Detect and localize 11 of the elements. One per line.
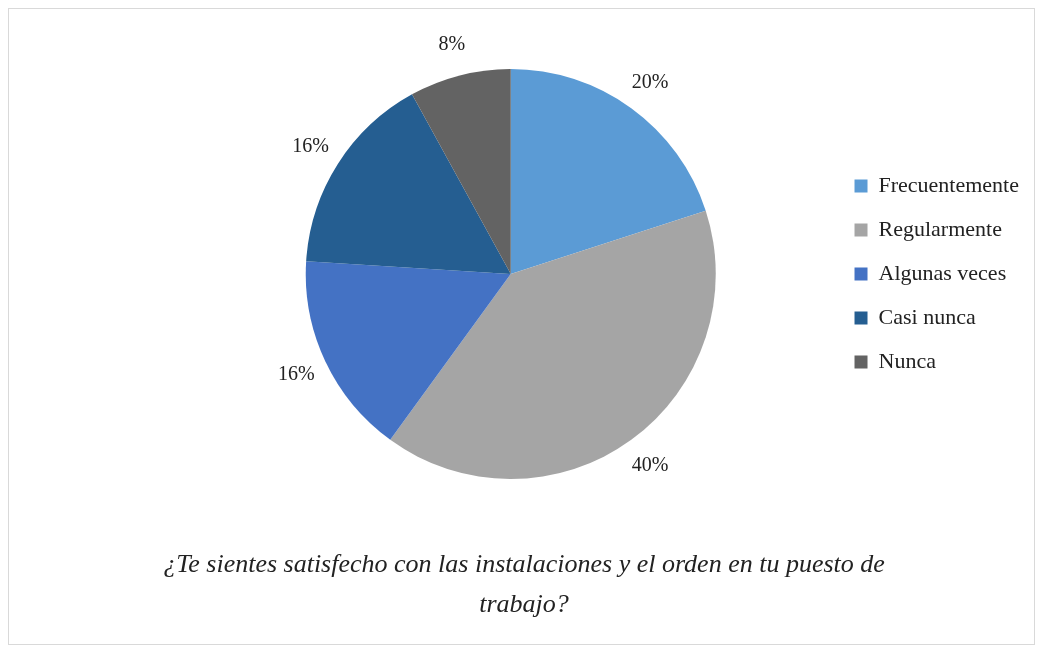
data-label: 8% <box>438 31 466 54</box>
data-label: 20% <box>631 69 669 92</box>
text: ¿Te sientes satisfecho con las instalaciones y el orden en tu puesto de trabajo? <box>162 548 886 620</box>
legend-label: Frecuentemente <box>878 171 1020 197</box>
data-label: 16% <box>292 134 329 157</box>
data-label: 40% <box>631 452 669 475</box>
legend-label: Nunca <box>878 347 937 373</box>
legend-label: Casi nunca <box>878 303 976 329</box>
data-label: 16% <box>277 362 315 385</box>
legend-label: Regularmente <box>878 215 1002 241</box>
legend-label: Algunas veces <box>878 259 1007 285</box>
